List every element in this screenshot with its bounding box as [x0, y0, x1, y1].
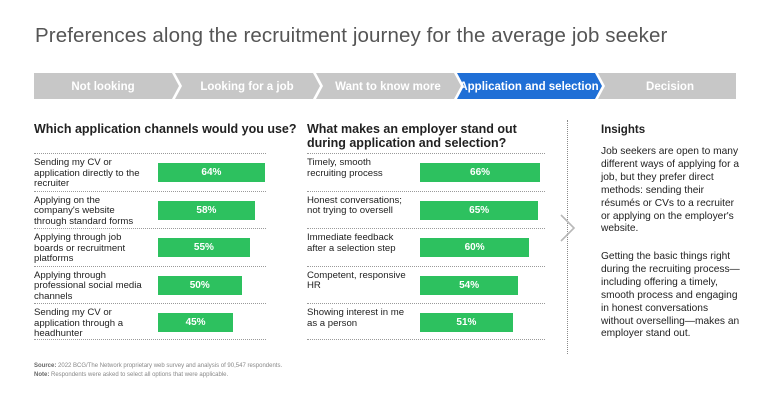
- bar-category-label: Honest conversations; not trying to over…: [307, 194, 402, 217]
- bar-category-label: Applying on the company's website throug…: [34, 194, 134, 227]
- source-label: Source:: [34, 363, 57, 369]
- chart-row: Showing interest in me as a person 51%: [307, 303, 545, 340]
- employer-chart-title: What makes an employer stand out during …: [307, 122, 517, 150]
- journey-step-application-and-selection: [457, 73, 602, 99]
- bar: 58%: [158, 200, 255, 220]
- bar: 65%: [420, 200, 539, 220]
- bar: 45%: [158, 313, 234, 332]
- journey-step-label: Not looking: [71, 81, 134, 93]
- bar-category-label: Applying through professional social med…: [34, 269, 142, 302]
- chart-row: Competent, responsive HR 54%: [307, 265, 545, 303]
- chart-row: Applying through professional social med…: [34, 265, 266, 303]
- note-text: Respondents were asked to select all opt…: [51, 372, 229, 378]
- bar: 51%: [420, 313, 513, 332]
- bar-category-label: Applying through job boards or recruitme…: [34, 232, 126, 265]
- bar-category-label: Competent, responsive HR: [307, 269, 406, 292]
- bar-category-label: Sending my CV or application directly to…: [34, 157, 140, 190]
- journey-steps: Not looking Looking for a job Want to know…: [34, 73, 736, 99]
- bar: 64%: [158, 163, 265, 182]
- section-divider: [567, 120, 568, 354]
- bar: 50%: [158, 275, 242, 295]
- insight-paragraph-1: Job seekers are open to many different w…: [601, 146, 739, 235]
- page-title: Preferences along the recruitment journe…: [35, 24, 668, 47]
- channels-chart: Sending my CV or application directly to…: [34, 153, 266, 343]
- employer-chart: Timely, smooth recruiting process 66% Hone…: [307, 153, 545, 343]
- journey-step-label: Application and selection: [459, 81, 598, 93]
- chart-row: Sending my CV or application directly to…: [34, 153, 266, 190]
- bar: 60%: [420, 238, 530, 257]
- bar: 54%: [420, 275, 519, 295]
- channels-chart-title: Which application channels would you use…: [34, 122, 297, 136]
- bar-category-label: Immediate feedback after a selection ste…: [307, 232, 396, 254]
- chart-row: Honest conversations; not trying to over…: [307, 190, 545, 228]
- insights-heading: Insights: [601, 124, 646, 136]
- bar: 55%: [158, 238, 250, 257]
- journey-step-decision: [598, 73, 736, 99]
- journey-step-label: Want to know more: [335, 81, 441, 93]
- bar-category-label: Sending my CV or application through a h…: [34, 307, 124, 340]
- chart-row: Applying through job boards or recruitme…: [34, 228, 266, 265]
- chart-row: Sending my CV or application through a h…: [34, 303, 266, 340]
- bar: 66%: [420, 163, 541, 182]
- insight-paragraph-2: Getting the basic things right during th…: [601, 251, 740, 340]
- journey-step-not-looking: [34, 73, 179, 99]
- journey-step-looking-for-a-job: [175, 73, 320, 99]
- journey-step-want-to-know-more: [316, 73, 461, 99]
- source-text: 2022 BCG/The Network proprietary web sur…: [58, 363, 283, 369]
- journey-step-label: Looking for a job: [200, 81, 293, 93]
- chevron-right-icon: [560, 214, 576, 242]
- journey-step-label: Decision: [646, 81, 694, 93]
- chart-row: Timely, smooth recruiting process 66%: [307, 153, 545, 190]
- source-footnote: Source: 2022 BCG/The Network proprietary…: [34, 363, 282, 369]
- chart-row: Applying on the company's website throug…: [34, 190, 266, 228]
- note-label: Note:: [34, 372, 50, 378]
- chart-row: Immediate feedback after a selection ste…: [307, 228, 545, 265]
- bar-category-label: Showing interest in me as a person: [307, 307, 405, 329]
- note-footnote: Note: Respondents were asked to select a…: [34, 372, 228, 378]
- bar-category-label: Timely, smooth recruiting process: [307, 157, 383, 179]
